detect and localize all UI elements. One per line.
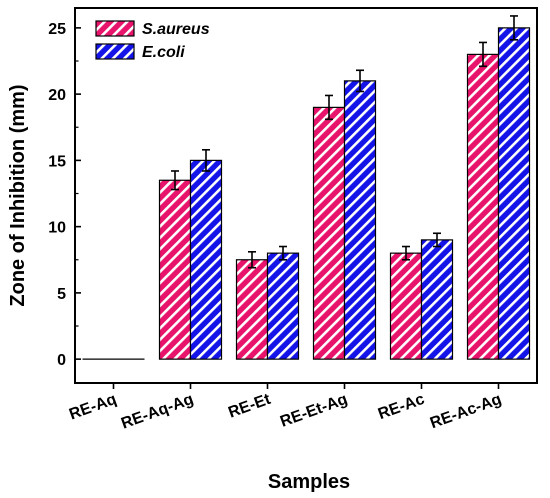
bar-s-aureus-re-aq-ag [158,179,192,360]
x-axis-title: Samples [268,471,350,493]
bar-s-aureus-re-ac-ag [466,53,500,360]
x-tick-label-re-ac: RE-Ac [376,391,427,423]
bar-s-aureus-re-et-ag [312,106,346,360]
error-bar-s-aureus-re-et [248,251,256,269]
bar-e-coli-re-et-ag [343,80,377,360]
bar-s-aureus-re-ac [389,252,423,360]
legend-label-0: S.aureus [142,21,210,38]
error-bar-s-aureus-re-ac-ag [479,41,487,68]
y-tick-label-0: 0 [57,352,66,369]
error-bar-s-aureus-re-et-ag [325,94,333,121]
legend-label-1: E.coli [142,44,185,61]
error-bar-s-aureus-re-aq-ag [171,170,179,191]
x-axis: RE-Aq RE-Aq-Ag RE-Et RE-Et-Ag RE-Ac RE-Ac-Ag [67,383,504,433]
y-axis: 0 5 10 15 20 25 [48,21,81,369]
error-bar-e-coli-re-aq-ag [202,148,210,172]
y-tick-label-10: 10 [48,220,66,237]
error-bar-s-aureus-re-ac [402,245,410,261]
bar-s-aureus-re-et [235,259,269,360]
plot-area [74,7,538,384]
error-bar-e-coli-re-ac-ag [510,15,518,41]
bars-group [82,27,531,360]
x-tick-label-re-aq: RE-Aq [67,391,119,424]
x-tick-label-re-ac-ag: RE-Ac-Ag [428,391,504,433]
x-tick-label-re-et: RE-Et [226,391,273,422]
error-bar-e-coli-re-et [279,245,287,261]
legend-swatch-1 [95,43,135,60]
bar-e-coli-re-aq-ag [189,159,223,360]
y-tick-label-20: 20 [48,87,66,104]
bar-e-coli-re-ac-ag [497,27,531,360]
error-bar-e-coli-re-et-ag [356,69,364,93]
x-tick-label-re-aq-ag: RE-Aq-Ag [119,391,196,433]
bar-e-coli-re-ac [420,239,454,360]
bar-e-coli-re-et [266,252,300,360]
y-tick-label-5: 5 [57,286,66,303]
legend-swatch-0 [95,20,135,37]
legend: S.aureus E.coli [95,20,210,61]
legend-item-s-aureus: S.aureus [95,20,210,38]
error-bars-group [171,15,518,269]
plot-frame [74,7,538,384]
x-tick-label-re-et-ag: RE-Et-Ag [278,391,350,431]
y-tick-label-25: 25 [48,21,66,38]
error-bar-e-coli-re-ac [433,232,441,248]
legend-item-e-coli: E.coli [95,43,185,61]
y-tick-label-15: 15 [48,153,66,170]
y-axis-title: Zone of Inhibition (mm) [7,84,29,306]
